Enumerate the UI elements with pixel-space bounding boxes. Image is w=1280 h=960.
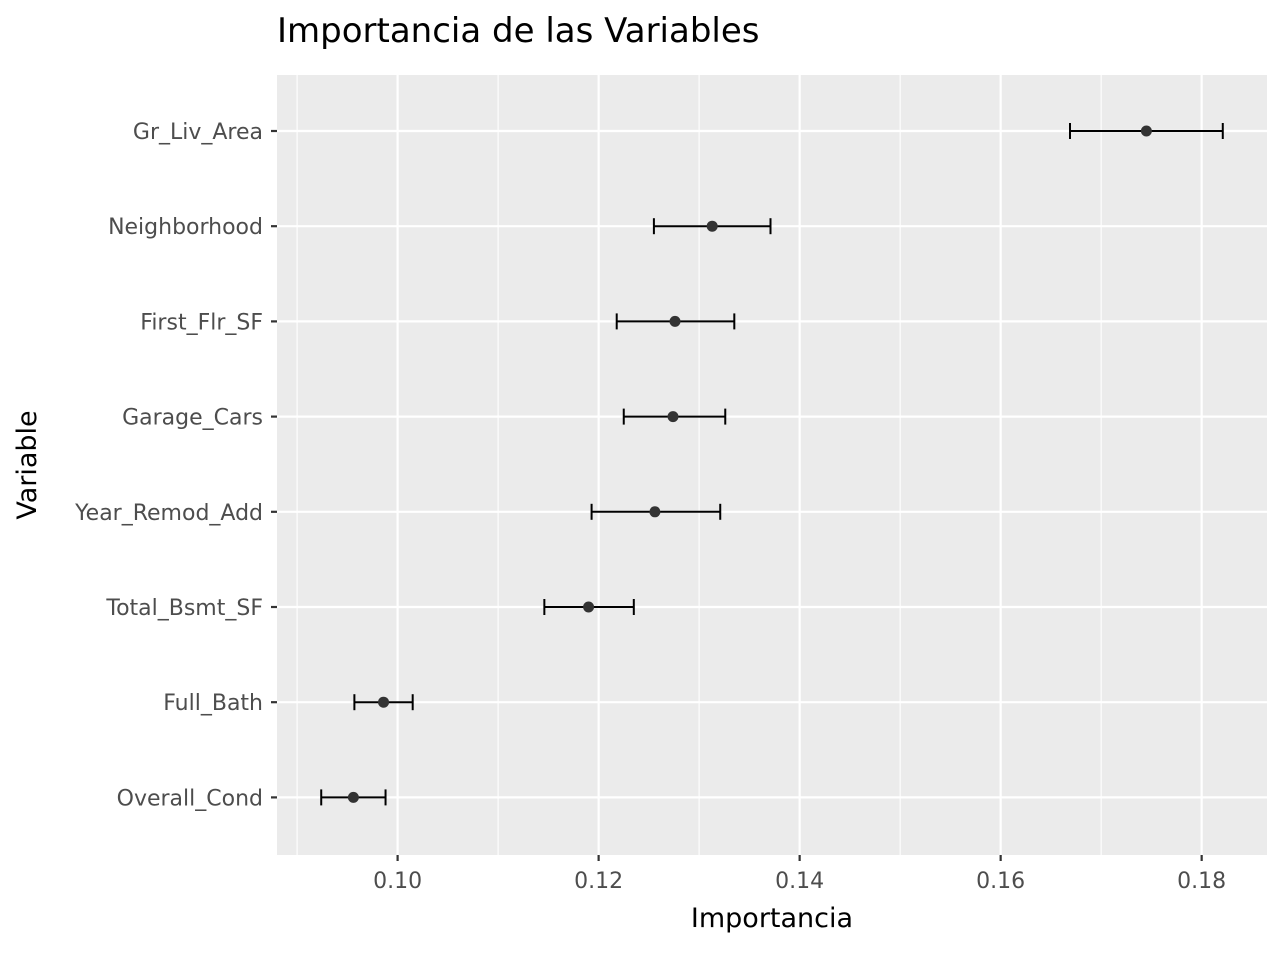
data-row xyxy=(590,503,722,520)
y-axis-title: Variable xyxy=(12,410,43,519)
data-point xyxy=(1140,125,1152,137)
x-axis: 0.10 0.12 0.14 0.16 0.18 xyxy=(373,855,1226,894)
x-axis-title: Importancia xyxy=(691,903,853,934)
y-tick-label: Full_Bath xyxy=(163,691,263,716)
x-tick-label: 0.16 xyxy=(976,869,1025,894)
y-tick-label: Total_Bsmt_SF xyxy=(105,596,263,621)
data-point xyxy=(669,315,681,327)
data-point xyxy=(583,601,595,613)
data-row xyxy=(622,408,727,425)
y-tick-label: Gr_Liv_Area xyxy=(133,120,263,145)
y-axis: Gr_Liv_Area Neighborhood First_Flr_SF Garag… xyxy=(74,120,277,811)
data-point xyxy=(649,506,661,518)
y-tick-label: Year_Remod_Add xyxy=(74,501,263,526)
data-row xyxy=(1069,123,1224,139)
data-row xyxy=(652,218,772,235)
x-tick-label: 0.12 xyxy=(574,869,623,894)
x-tick-label: 0.10 xyxy=(373,869,422,894)
data-point xyxy=(706,220,718,232)
y-tick-label: Garage_Cars xyxy=(122,406,263,431)
data-row xyxy=(353,694,414,711)
data-point xyxy=(347,791,359,803)
chart-title: Importancia de las Variables xyxy=(277,11,760,51)
x-tick-label: 0.18 xyxy=(1177,869,1226,894)
y-tick-label: Overall_Cond xyxy=(117,786,263,811)
data-row xyxy=(543,599,635,615)
data-marks xyxy=(320,123,1224,806)
grid-minor xyxy=(296,75,1102,855)
data-row xyxy=(320,789,387,806)
data-point xyxy=(378,696,390,708)
grid-major xyxy=(277,75,1267,855)
data-row xyxy=(615,313,736,330)
data-point xyxy=(667,411,679,423)
plot-panel xyxy=(277,75,1267,855)
y-tick-label: Neighborhood xyxy=(108,215,263,240)
y-tick-label: First_Flr_SF xyxy=(140,310,263,335)
x-tick-label: 0.14 xyxy=(775,869,824,894)
